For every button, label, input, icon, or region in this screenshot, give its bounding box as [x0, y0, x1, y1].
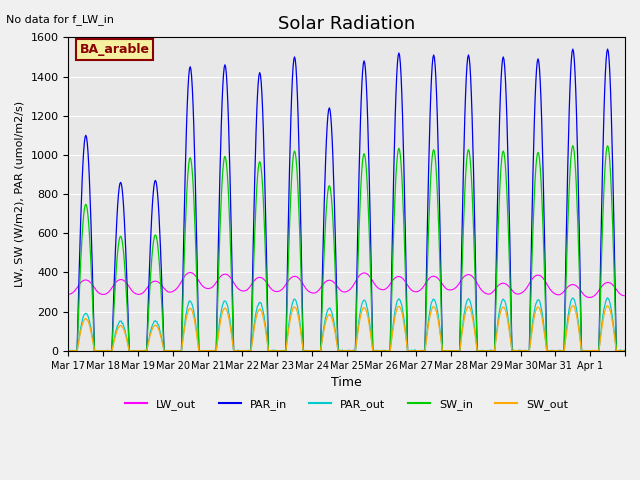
Title: Solar Radiation: Solar Radiation [278, 15, 415, 33]
Y-axis label: LW, SW (W/m2), PAR (umol/m2/s): LW, SW (W/m2), PAR (umol/m2/s) [15, 101, 25, 287]
Text: BA_arable: BA_arable [79, 43, 150, 56]
X-axis label: Time: Time [332, 376, 362, 389]
Legend: LW_out, PAR_in, PAR_out, SW_in, SW_out: LW_out, PAR_in, PAR_out, SW_in, SW_out [121, 395, 573, 414]
Text: No data for f_LW_in: No data for f_LW_in [6, 14, 115, 25]
